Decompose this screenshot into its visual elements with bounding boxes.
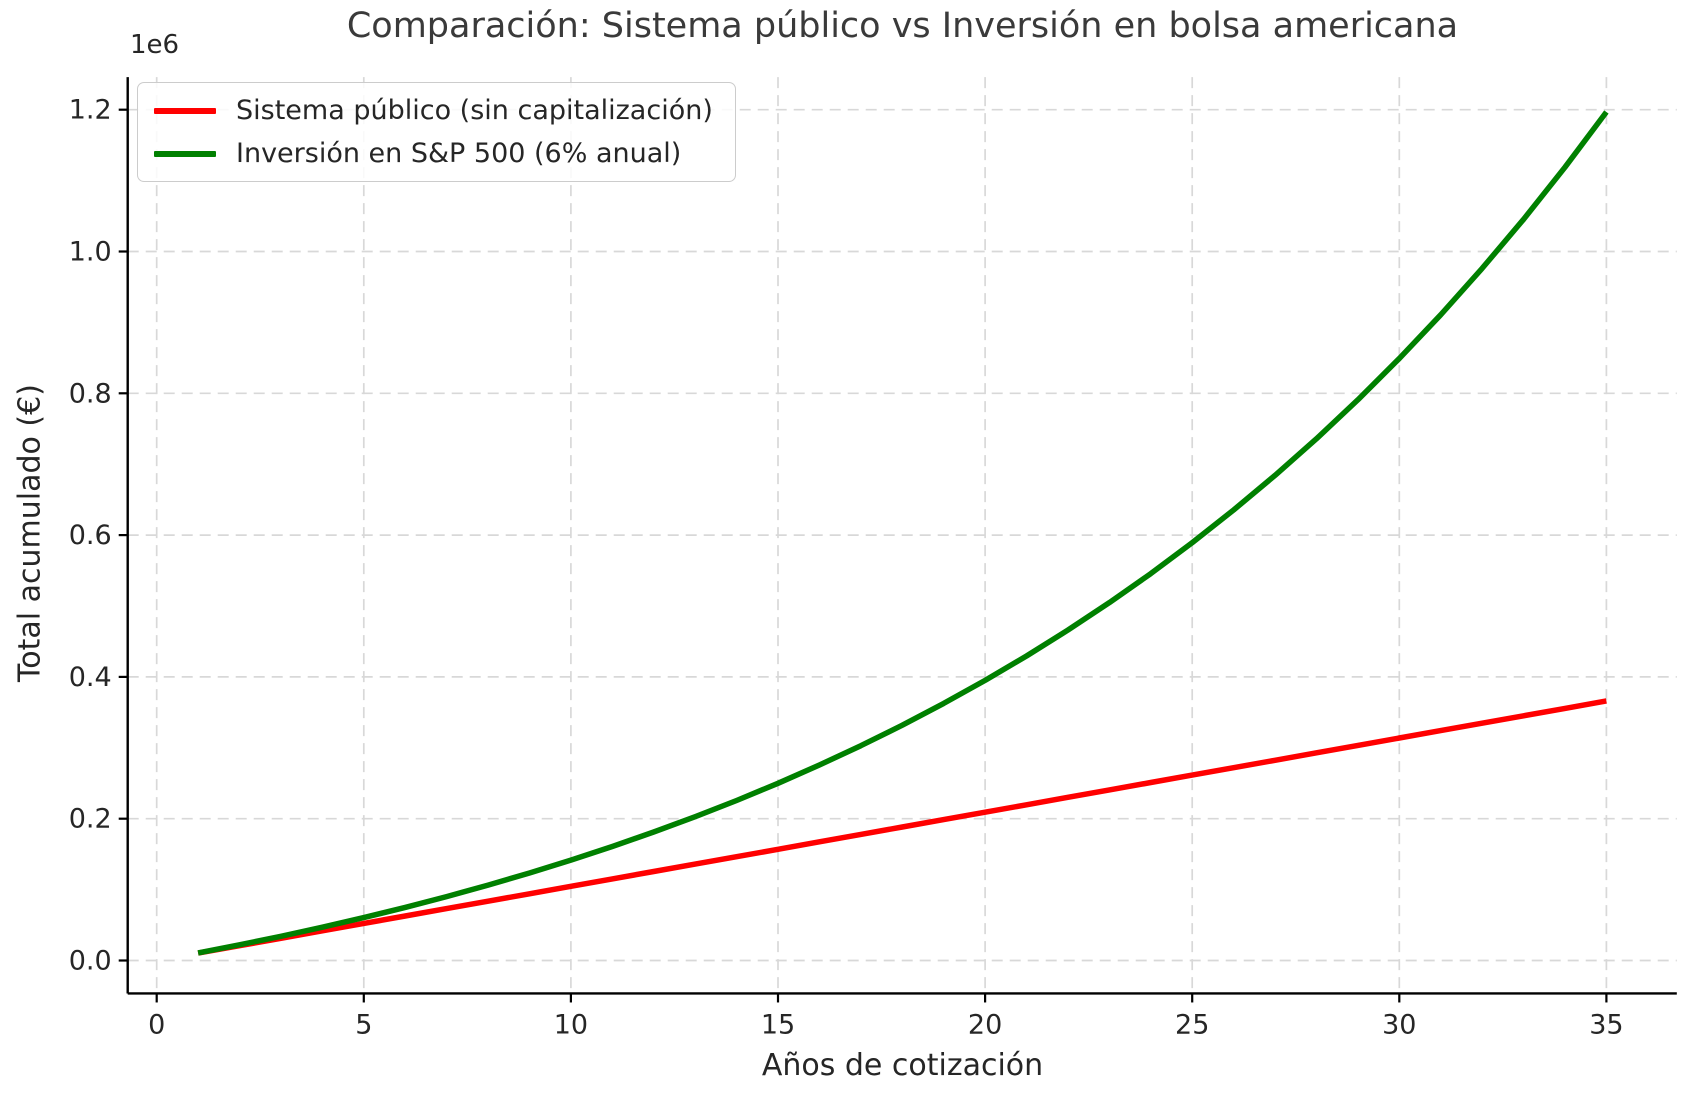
y-axis-offset-label: 1e6	[130, 30, 180, 60]
legend-item-sp500: Inversión en S&P 500 (6% anual)	[154, 138, 713, 169]
x-tick-label: 25	[1175, 1009, 1209, 1040]
x-tick-label: 15	[761, 1009, 795, 1040]
legend-item-sistema-publico: Sistema público (sin capitalización)	[154, 95, 713, 126]
legend-swatch-green-line	[154, 150, 216, 157]
legend-label-sistema-publico: Sistema público (sin capitalización)	[236, 95, 713, 126]
series-line-sp500	[197, 110, 1609, 956]
series-line-sistema-publico	[197, 698, 1607, 956]
y-tick-label: 0.0	[69, 946, 112, 977]
y-tick-label: 1.0	[69, 237, 112, 268]
legend-swatch-red-line	[154, 107, 216, 114]
x-tick-label: 10	[554, 1009, 588, 1040]
y-tick-label: 1.2	[69, 95, 112, 126]
y-tick-label: 0.4	[69, 662, 112, 693]
x-tick-label: 30	[1382, 1009, 1416, 1040]
legend-label-sp500: Inversión en S&P 500 (6% anual)	[236, 138, 682, 169]
x-tick-label: 35	[1589, 1009, 1623, 1040]
x-axis-label: Años de cotización	[761, 1048, 1044, 1083]
x-tick-label: 5	[355, 1009, 372, 1040]
y-tick-label: 0.6	[69, 520, 112, 551]
y-axis-label: Total acumulado (€)	[12, 384, 48, 682]
x-tick-label: 0	[148, 1009, 165, 1040]
y-tick-label: 0.8	[69, 378, 112, 409]
y-tick-label: 0.2	[69, 804, 112, 835]
legend: Sistema público (sin capitalización) Inv…	[137, 82, 736, 182]
chart-title: Comparación: Sistema público vs Inversió…	[346, 6, 1459, 46]
x-tick-label: 20	[968, 1009, 1002, 1040]
